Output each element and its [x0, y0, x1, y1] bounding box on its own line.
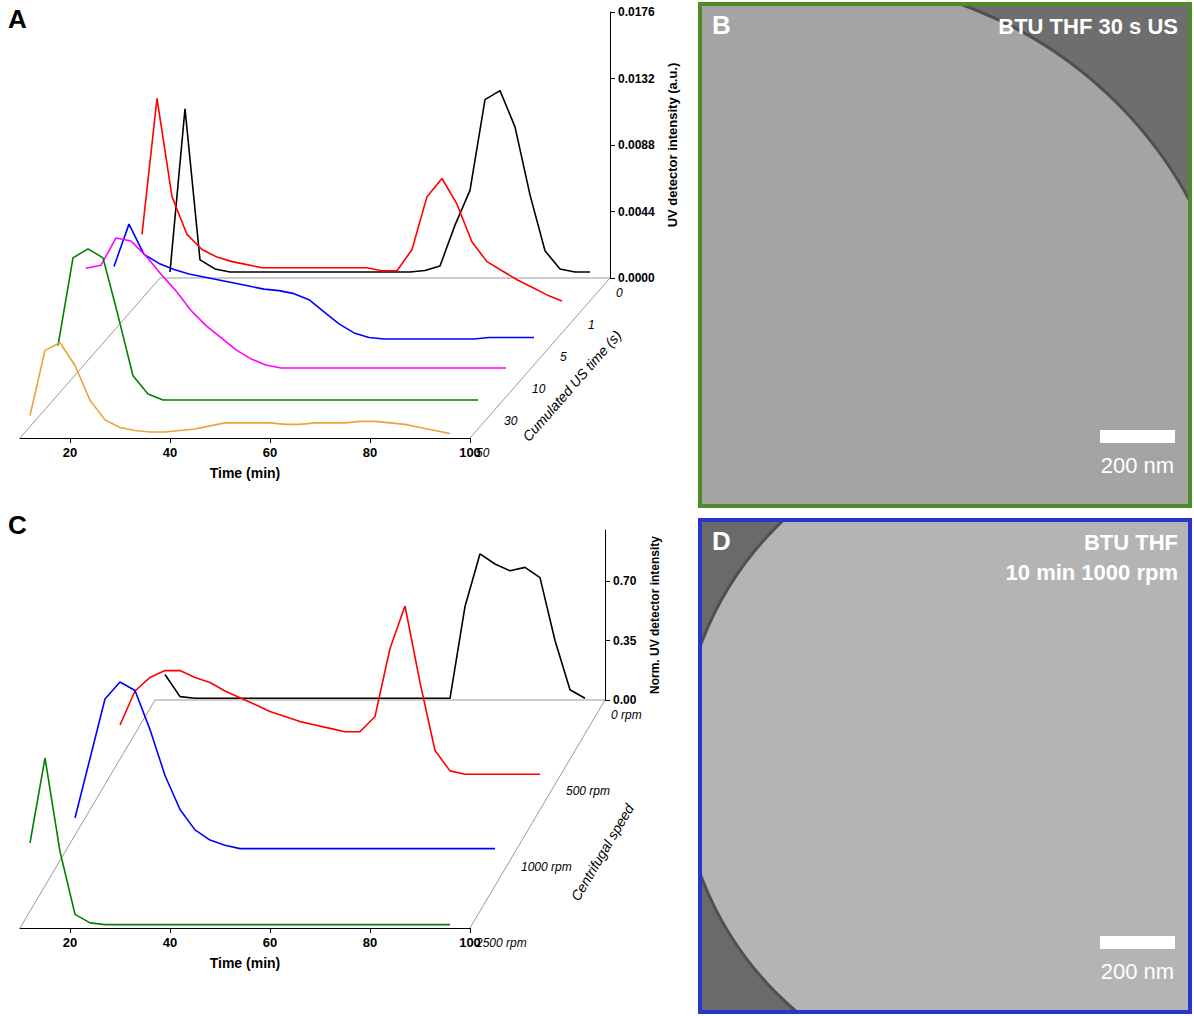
svg-text:50: 50	[476, 446, 490, 460]
svg-text:BTU THF 30 s US: BTU THF 30 s US	[998, 14, 1178, 39]
svg-text:0.70: 0.70	[613, 574, 637, 588]
svg-text:1: 1	[588, 318, 595, 332]
svg-text:200 nm: 200 nm	[1101, 959, 1174, 984]
svg-text:0.0132: 0.0132	[618, 72, 655, 86]
svg-text:1000 rpm: 1000 rpm	[521, 860, 572, 874]
svg-text:0 rpm: 0 rpm	[611, 708, 642, 722]
svg-text:30: 30	[504, 414, 518, 428]
svg-text:Centrifugal speed: Centrifugal speed	[567, 800, 637, 904]
svg-text:BTU THF: BTU THF	[1084, 530, 1178, 555]
svg-text:0.00: 0.00	[613, 693, 637, 707]
svg-text:Time (min): Time (min)	[210, 465, 281, 481]
svg-text:A: A	[8, 4, 27, 34]
svg-text:Time (min): Time (min)	[210, 955, 281, 971]
svg-text:40: 40	[163, 445, 177, 460]
svg-text:20: 20	[63, 445, 77, 460]
svg-text:100: 100	[459, 445, 481, 460]
svg-text:100: 100	[459, 935, 481, 950]
svg-text:10: 10	[532, 382, 546, 396]
svg-text:60: 60	[263, 445, 277, 460]
svg-text:B: B	[712, 10, 731, 40]
svg-text:200 nm: 200 nm	[1101, 453, 1174, 478]
svg-text:80: 80	[363, 935, 377, 950]
svg-text:60: 60	[263, 935, 277, 950]
svg-text:C: C	[8, 510, 27, 540]
svg-text:10 min 1000 rpm: 10 min 1000 rpm	[1006, 560, 1178, 585]
svg-text:40: 40	[163, 935, 177, 950]
svg-text:20: 20	[63, 935, 77, 950]
svg-text:80: 80	[363, 445, 377, 460]
svg-text:2500 rpm: 2500 rpm	[475, 936, 527, 950]
svg-text:Cumulated US time (s): Cumulated US time (s)	[519, 327, 624, 444]
svg-text:UV detector intensity (a.u.): UV detector intensity (a.u.)	[665, 63, 680, 228]
svg-text:Norm. UV detector intensity: Norm. UV detector intensity	[648, 536, 662, 694]
svg-text:0.0000: 0.0000	[618, 271, 655, 285]
svg-text:500 rpm: 500 rpm	[566, 784, 610, 798]
svg-text:0.0176: 0.0176	[618, 5, 655, 19]
svg-text:5: 5	[560, 350, 567, 364]
svg-text:0.0088: 0.0088	[618, 138, 655, 152]
svg-text:0.35: 0.35	[613, 634, 637, 648]
svg-text:0.0044: 0.0044	[618, 205, 655, 219]
svg-text:0: 0	[616, 286, 623, 300]
svg-text:D: D	[712, 526, 731, 556]
